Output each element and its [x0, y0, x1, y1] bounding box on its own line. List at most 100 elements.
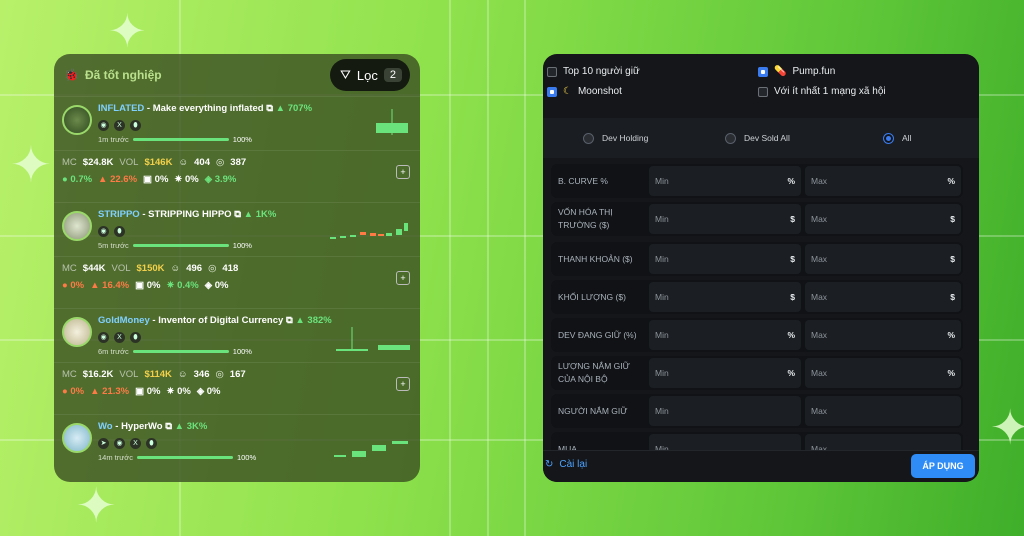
filter-row: LƯỢNG NẮM GIỮ CỦA NỘI BỘ Min% Max% — [551, 356, 963, 390]
min-input[interactable]: Min $ — [649, 204, 801, 234]
social-icons: ◉ X ⬮ — [98, 120, 412, 131]
mini-price-chart — [334, 441, 408, 457]
token-row[interactable]: Wo - HyperWo ⧉ ▲ 3K% ➤ ◉ X ⬮ 14m trước 100% — [54, 414, 420, 468]
token-age: 1m trước — [98, 135, 129, 144]
refresh-icon: ↻ — [545, 459, 554, 470]
filter-panel: Top 10 người giữ 💊 Pump.fun ☾ Moonshot Với… — [543, 54, 979, 482]
reset-button[interactable]: ↻ Cài lại — [545, 459, 588, 470]
copy-icon: ⧉ — [285, 315, 293, 326]
dev-holding-radio[interactable]: Dev Holding — [583, 132, 648, 144]
filter-label: KHỐI LƯỢNG ($) — [558, 291, 626, 302]
filter-icon: ⛛ — [339, 67, 351, 82]
moon-icon: ☾ — [563, 86, 572, 97]
x-icon[interactable]: X — [114, 120, 125, 131]
quick-buy-button[interactable]: + — [396, 165, 410, 179]
token-age: 6m trước — [98, 347, 129, 356]
checkbox-box — [547, 66, 557, 77]
panel-title: 🐞 Đã tốt nghiệp — [64, 68, 162, 82]
graduated-token-panel: 🐞 Đã tốt nghiệp ⛛ Lọc 2 INFLATED - Make … — [54, 54, 420, 482]
mini-price-chart — [330, 223, 408, 239]
website-icon[interactable]: ◉ — [114, 438, 125, 449]
min-input[interactable]: Min% — [649, 166, 801, 196]
tx-icon: ◎ — [216, 157, 225, 168]
token-name: GoldMoney - Inventor of Digital Currency… — [98, 315, 332, 326]
max-input[interactable]: Max $ — [805, 244, 961, 274]
filter-footer: ↻ Cài lại ÁP DỤNG — [543, 450, 979, 482]
progress-percent: 100% — [232, 347, 252, 356]
website-icon[interactable]: ◉ — [98, 120, 109, 131]
bonding-progress-bar — [132, 138, 229, 141]
mini-price-chart — [376, 109, 408, 135]
tx-icon: ◎ — [215, 369, 224, 380]
filter-label: LƯỢNG NẮM GIỮ CỦA NỘI BỘ — [558, 361, 630, 384]
holders-icon: ☺ — [177, 369, 188, 380]
max-input[interactable]: Max $ — [805, 204, 961, 234]
moonshot-checkbox[interactable]: ☾ Moonshot — [547, 86, 622, 97]
filter-row: DEV ĐANG GIỮ (%) Min% Max% — [551, 318, 963, 352]
telegram-icon[interactable]: ➤ — [98, 438, 109, 449]
quick-buy-button[interactable]: + — [396, 377, 410, 391]
copy-icon: ⧉ — [165, 421, 173, 432]
filter-row: KHỐI LƯỢNG ($) Min $ Max $ — [551, 280, 963, 314]
checkbox-box — [758, 66, 768, 77]
bonding-progress-bar — [136, 456, 233, 459]
website-icon[interactable]: ◉ — [98, 332, 109, 343]
min-input[interactable]: Min $ — [649, 244, 801, 274]
dev-all-radio[interactable]: All — [883, 132, 911, 144]
max-input[interactable]: Max% — [805, 166, 961, 196]
social-icons: ◉ X ⬮ — [98, 332, 412, 343]
checkbox-box — [547, 86, 557, 97]
bonding-progress-bar — [132, 350, 229, 353]
pumpfun-checkbox[interactable]: 💊 Pump.fun — [758, 66, 835, 77]
website-icon[interactable]: ◉ — [98, 226, 109, 237]
filter-label: B. CURVE % — [558, 175, 608, 186]
pill-icon[interactable]: ⬮ — [114, 226, 125, 237]
social-icons: ◉ ⬮ — [98, 226, 412, 237]
filter-label: NGƯỜI NẮM GIỮ — [558, 405, 628, 416]
filter-row: THANH KHOẢN ($) Min $ Max $ — [551, 242, 963, 276]
avatar — [62, 317, 92, 347]
holders-icon: ☺ — [178, 157, 189, 168]
social-icons: ➤ ◉ X ⬮ — [98, 438, 412, 449]
dev-sold-radio[interactable]: Dev Sold All — [725, 132, 790, 144]
filter-row: VỐN HÓA THỊ TRƯỜNG ($) Min $ Max $ — [551, 202, 963, 236]
token-name: STRIPPO - STRIPPING HIPPO ⧉ ▲ 1K% — [98, 209, 277, 220]
token-row[interactable]: STRIPPO - STRIPPING HIPPO ⧉ ▲ 1K% ◉ ⬮ 5m … — [54, 202, 420, 256]
progress-percent: 100% — [236, 453, 257, 462]
min-input[interactable]: Min — [649, 396, 801, 426]
max-input[interactable]: Max% — [805, 358, 961, 388]
token-age: 5m trước — [98, 241, 129, 250]
max-input[interactable]: Max — [805, 396, 961, 426]
bonding-progress-bar — [132, 244, 229, 247]
tx-icon: ◎ — [208, 263, 217, 274]
max-input[interactable]: Max $ — [805, 282, 961, 312]
min-input[interactable]: Min% — [649, 320, 801, 350]
max-input[interactable]: Max% — [805, 320, 961, 350]
token-name: INFLATED - Make everything inflated ⧉ ▲ … — [98, 103, 313, 114]
min-input[interactable]: Min $ — [649, 282, 801, 312]
apply-button[interactable]: ÁP DỤNG — [911, 454, 975, 478]
progress-percent: 100% — [232, 241, 252, 250]
token-row[interactable]: GoldMoney - Inventor of Digital Currency… — [54, 308, 420, 362]
holders-icon: ☺ — [170, 263, 181, 274]
x-icon[interactable]: X — [130, 438, 141, 449]
pill-icon[interactable]: ⬮ — [130, 332, 141, 343]
filter-button[interactable]: ⛛ Lọc 2 — [329, 59, 410, 91]
token-name: Wo - HyperWo ⧉ ▲ 3K% — [98, 421, 208, 432]
token-row[interactable]: INFLATED - Make everything inflated ⧉ ▲ … — [54, 96, 420, 150]
pill-icon: 💊 — [774, 66, 787, 77]
x-icon[interactable]: X — [114, 332, 125, 343]
checkbox-box — [758, 86, 768, 97]
social-checkbox[interactable]: Với ít nhất 1 mạng xã hội — [758, 86, 886, 97]
pill-icon[interactable]: ⬮ — [146, 438, 157, 449]
sparkle-icon: ✦ — [108, 5, 147, 57]
graduate-icon: 🐞 — [64, 68, 79, 82]
top10-checkbox[interactable]: Top 10 người giữ — [547, 66, 640, 77]
filter-label: THANH KHOẢN ($) — [558, 253, 633, 264]
pill-icon[interactable]: ⬮ — [130, 120, 141, 131]
token-stats: MC $16.2K VOL $114K ☺ 346 ◎ 167 ● 0% ▲ 21.3% ▣ 0%… — [54, 362, 420, 414]
min-input[interactable]: Min% — [649, 358, 801, 388]
avatar — [62, 105, 92, 135]
quick-buy-button[interactable]: + — [396, 271, 410, 285]
copy-icon: ⧉ — [234, 209, 241, 220]
